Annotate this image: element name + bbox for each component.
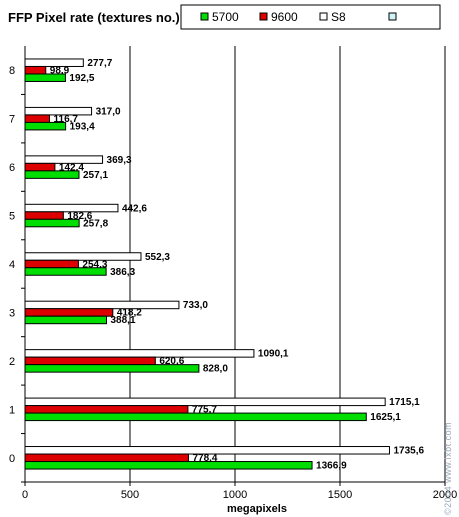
legend-box <box>180 4 441 30</box>
data-label: 1715,1 <box>389 397 420 408</box>
axes: 0 500 1000 1500 2000 0 1 2 3 4 5 6 7 8 <box>9 46 457 501</box>
legend-label: 9600 <box>271 10 298 24</box>
bar-5700 <box>24 315 108 325</box>
data-label: 277,7 <box>87 58 112 69</box>
data-label: 778,4 <box>192 453 217 464</box>
data-label: 552,3 <box>145 252 170 263</box>
category-label: 8 <box>9 65 15 77</box>
legend-label: 5700 <box>212 10 239 24</box>
bar-9600 <box>24 162 56 172</box>
data-label: 442,6 <box>122 203 147 214</box>
bar-5700 <box>24 170 80 179</box>
legend-swatch <box>259 12 268 21</box>
x-tick-label: 500 <box>121 489 139 501</box>
data-label: 182,6 <box>67 211 92 222</box>
data-label: 1625,1 <box>370 412 401 423</box>
bar-5700 <box>24 267 107 276</box>
data-label: 386,3 <box>110 267 135 278</box>
bar-9600 <box>24 65 47 75</box>
x-tick-label: 1500 <box>328 489 352 501</box>
bar-5700 <box>24 121 67 131</box>
data-label: 116,7 <box>54 114 79 125</box>
x-tick-label: 1000 <box>223 489 247 501</box>
data-label: 620,6 <box>159 356 184 367</box>
bar-5700 <box>24 364 200 373</box>
bar-9600 <box>24 211 64 220</box>
category-label: 3 <box>9 307 15 319</box>
legend: 5700 9600 S8 <box>180 4 441 30</box>
chart-title: FFP Pixel rate (textures no.) <box>8 10 180 25</box>
data-label: 388,1 <box>111 315 136 326</box>
data-label: 418,2 <box>117 308 142 319</box>
bar-5700 <box>24 73 66 82</box>
data-label: 1090,1 <box>258 349 289 360</box>
x-tick-label: 2000 <box>433 489 457 501</box>
bars: 1735,6 778,4 1366,9 1715,1 775,7 1625,1 1090,1… <box>24 58 425 472</box>
legend-swatch <box>200 12 209 21</box>
bar-9600 <box>24 453 189 463</box>
data-label: 142,4 <box>59 162 84 173</box>
category-label: 6 <box>9 162 15 174</box>
data-label: 1366,9 <box>316 461 347 472</box>
category-label: 5 <box>9 211 15 223</box>
category-label: 7 <box>9 114 15 126</box>
x-tick-label: 0 <box>22 489 28 501</box>
bar-9600 <box>24 259 79 269</box>
category-label: 2 <box>9 356 15 368</box>
data-label: 775,7 <box>192 405 217 416</box>
legend-label: S8 <box>331 10 346 24</box>
category-label: 4 <box>9 259 15 271</box>
data-label: 369,3 <box>107 155 132 166</box>
data-label: 257,8 <box>83 218 108 229</box>
data-label: 257,1 <box>83 170 108 181</box>
bar-S8 <box>24 349 255 358</box>
data-label: 1735,6 <box>393 446 424 457</box>
bar-S8 <box>24 300 180 310</box>
data-label: 193,4 <box>70 121 95 132</box>
data-label: 254,3 <box>82 259 107 270</box>
category-label: 1 <box>9 404 15 416</box>
bar-5700 <box>24 461 313 470</box>
watermark: ©2004 www.ixbt.com <box>443 422 453 515</box>
data-label: 98,9 <box>50 65 70 76</box>
data-label: 828,0 <box>203 364 228 375</box>
bar-9600 <box>24 405 189 414</box>
bar-9600 <box>24 356 156 366</box>
x-axis-label: megapixels <box>227 503 287 515</box>
bar-9600 <box>24 308 114 317</box>
bar-5700 <box>24 412 367 422</box>
legend-swatch <box>319 12 328 21</box>
data-label: 317,0 <box>96 106 121 117</box>
bar-9600 <box>24 114 51 123</box>
data-label: 733,0 <box>183 300 208 311</box>
data-label: 192,5 <box>69 73 94 84</box>
category-label: 0 <box>9 453 15 465</box>
bar-5700 <box>24 218 80 228</box>
legend-swatch <box>388 12 397 21</box>
